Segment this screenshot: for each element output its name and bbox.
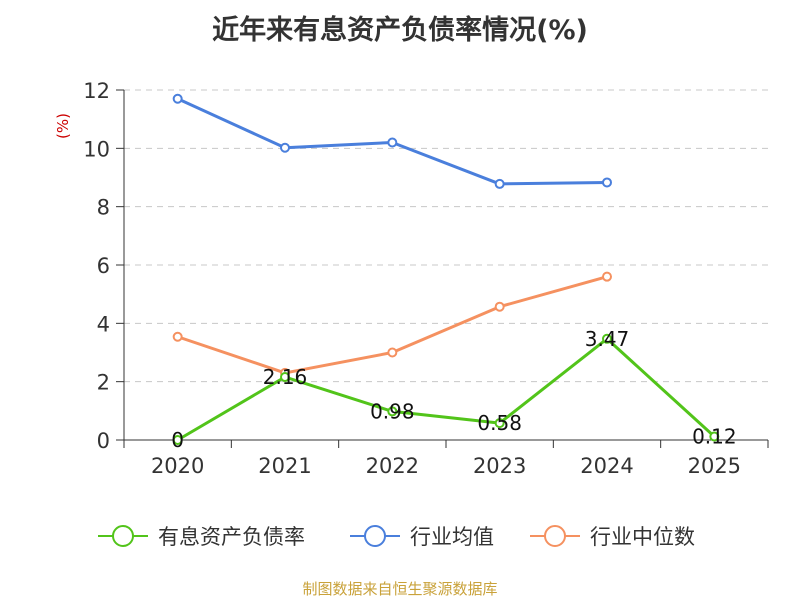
data-point[interactable]	[494, 418, 505, 429]
data-point[interactable]	[494, 301, 505, 312]
legend-label[interactable]: 行业均值	[410, 525, 494, 549]
x-tick-label: 2025	[688, 454, 741, 478]
x-tick-label: 2021	[258, 454, 311, 478]
data-point[interactable]	[602, 177, 612, 188]
data-point[interactable]	[172, 331, 183, 342]
source-note: 制图数据来自恒生聚源数据库	[302, 580, 498, 598]
series-line	[177, 275, 608, 375]
legend-marker[interactable]	[544, 525, 566, 547]
data-label: 2.16	[263, 365, 308, 389]
legend-marker[interactable]	[112, 525, 134, 547]
legend-label[interactable]: 有息资产负债率	[158, 525, 305, 549]
data-point[interactable]	[709, 431, 720, 442]
data-point[interactable]	[280, 142, 290, 153]
series-line	[176, 337, 716, 442]
y-tick-label: 2	[97, 371, 110, 395]
chart-title: 近年来有息资产负债率情况(%)	[212, 15, 588, 46]
data-label: 0.12	[692, 425, 737, 449]
data-label: 0.58	[477, 411, 522, 435]
data-point[interactable]	[172, 435, 183, 445]
data-label: 3.47	[585, 327, 630, 351]
y-axis-label: (%)	[54, 113, 72, 139]
x-tick-label: 2022	[366, 454, 419, 478]
y-tick-label: 4	[97, 312, 110, 336]
data-point[interactable]	[280, 372, 290, 382]
data-point[interactable]	[602, 333, 612, 344]
y-tick-label: 0	[97, 429, 110, 453]
data-point[interactable]	[387, 137, 398, 148]
data-point[interactable]	[494, 178, 505, 189]
legend-label[interactable]: 行业中位数	[590, 525, 695, 549]
data-label: 0	[171, 428, 184, 452]
x-tick-label: 2020	[151, 454, 204, 478]
data-point[interactable]	[387, 406, 398, 417]
y-tick-label: 10	[83, 137, 110, 161]
y-tick-label: 8	[97, 196, 110, 220]
y-tick-label: 12	[83, 79, 110, 103]
y-tick-label: 6	[97, 254, 110, 278]
data-point[interactable]	[172, 93, 183, 104]
x-tick-label: 2023	[473, 454, 526, 478]
x-tick-label: 2024	[580, 454, 633, 478]
data-point[interactable]	[387, 347, 398, 358]
legend-marker[interactable]	[364, 525, 386, 547]
data-label: 0.98	[370, 399, 415, 423]
data-point[interactable]	[602, 271, 612, 282]
